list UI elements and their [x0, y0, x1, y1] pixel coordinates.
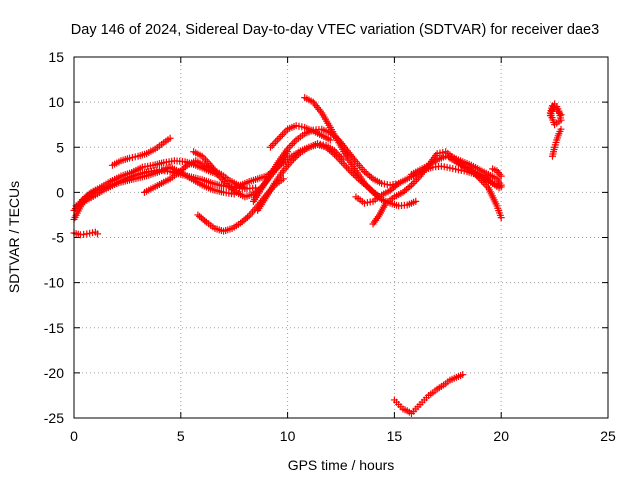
data-point-marker [295, 150, 303, 158]
data-point-marker [275, 134, 283, 142]
data-point-marker [487, 178, 495, 186]
x-tick-label: 10 [280, 428, 296, 444]
series-track-17 [446, 154, 503, 192]
data-point-marker [557, 111, 565, 119]
data-point-marker [272, 138, 280, 146]
data-point-marker [273, 136, 281, 144]
series-track-19 [390, 371, 467, 417]
y-tick-label: -25 [44, 410, 64, 426]
series-track-11 [254, 140, 347, 214]
y-tick-label: -15 [44, 320, 64, 336]
x-tick-label: 15 [387, 428, 403, 444]
data-point-marker [268, 141, 276, 149]
series-track-20 [546, 100, 565, 129]
data-point-marker [285, 143, 293, 151]
data-point-marker [497, 214, 505, 222]
series-track-05 [108, 134, 174, 169]
chart-title: Day 146 of 2024, Sidereal Day-to-day VTE… [71, 22, 599, 38]
data-point-marker [290, 138, 298, 146]
y-tick-label: -20 [44, 365, 64, 381]
series-track-18 [489, 165, 505, 180]
data-point-marker [277, 132, 285, 140]
data-point-marker [280, 129, 288, 137]
data-point-marker [166, 134, 174, 142]
data-point-marker [557, 125, 565, 133]
data-point-marker [367, 173, 375, 181]
x-tick-label: 20 [493, 428, 509, 444]
grid-layer [74, 57, 608, 418]
data-point-marker [288, 157, 296, 165]
y-tick-label: -10 [44, 275, 64, 291]
series-track-21 [548, 125, 565, 160]
y-tick-label: 0 [56, 184, 64, 200]
x-axis-label: GPS time / hours [288, 457, 395, 473]
y-axis-label: SDTVAR / TECUs [6, 181, 22, 293]
y-tick-label: -5 [52, 230, 65, 246]
data-point-marker [278, 131, 286, 139]
x-tick-label: 25 [600, 428, 616, 444]
series-track-12 [267, 122, 334, 151]
data-point-marker [409, 179, 417, 187]
data-point-marker [243, 213, 251, 221]
series-track-04 [70, 228, 101, 239]
data-point-marker [326, 136, 334, 144]
data-point-marker [267, 143, 275, 151]
data-point-marker [290, 155, 298, 163]
data-point-marker [332, 149, 340, 157]
x-tick-label: 0 [70, 428, 78, 444]
data-point-marker [411, 178, 419, 186]
series-track-08 [190, 148, 292, 201]
data-point-marker [201, 217, 209, 225]
data-point-marker [270, 140, 278, 148]
data-point-marker [412, 197, 420, 205]
y-tick-label: 10 [48, 94, 64, 110]
data-point-marker [202, 156, 210, 164]
data-point-marker [181, 163, 189, 171]
data-point-marker [497, 172, 505, 180]
data-point-marker [393, 181, 401, 189]
data-point-marker [495, 184, 503, 192]
y-tick-label: 15 [48, 49, 64, 65]
data-point-marker [287, 141, 295, 149]
series-track-03 [72, 163, 238, 210]
data-point-marker [289, 140, 297, 148]
y-tick-label: 5 [56, 139, 64, 155]
data-point-marker [93, 230, 101, 238]
data-point-marker [459, 371, 467, 379]
series-track-15 [369, 148, 505, 228]
tick-layer: 0 5 10 15 20 25 -25 -20 -15 -10 -5 0 5 10 15 [44, 49, 616, 444]
data-layer [70, 94, 565, 417]
data-point-marker [291, 154, 299, 162]
data-point-marker [406, 183, 414, 191]
x-tick-label: 5 [177, 428, 185, 444]
data-point-marker [293, 152, 301, 160]
